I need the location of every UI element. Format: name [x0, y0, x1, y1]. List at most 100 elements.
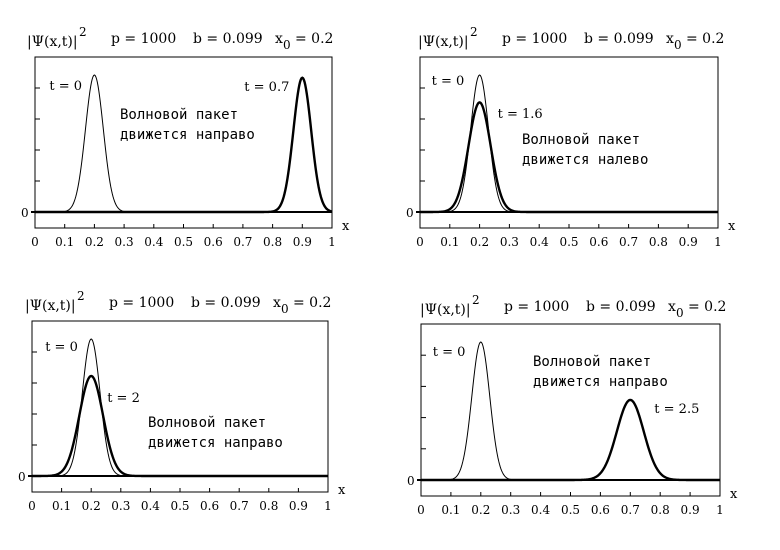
x-tick-label: 0.3	[115, 235, 134, 249]
x-tick-label: 0.6	[200, 499, 219, 513]
series-label-2: t = 0.7	[244, 80, 289, 95]
x-tick-label: 0.3	[111, 499, 130, 513]
series-line-1	[32, 338, 328, 477]
psi-exponent: 2	[77, 289, 85, 303]
y-tick-label-zero: 0	[18, 470, 26, 484]
param-x0-subscript: 0	[281, 302, 289, 316]
x-tick-label: 0.4	[530, 235, 549, 249]
param-x0-subscript: 0	[283, 38, 291, 52]
x-tick-label: 0.5	[561, 503, 580, 517]
psi-label: |Ψ(x,t)|	[420, 302, 471, 318]
x-tick-label: 0.8	[651, 503, 670, 517]
chart-panel-1: |Ψ(x,t)|2 p = 1000 b = 0.099 x 0 = 0.2 0 0 0.1 0.…	[21, 25, 350, 249]
x-tick-label: 0.2	[470, 235, 489, 249]
chart-panel-2: |Ψ(x,t)|2 p = 1000 b = 0.099 x 0 = 0.200 0.1 0.…	[406, 25, 736, 249]
y-tick-label-zero: 0	[21, 206, 29, 220]
param-p: p = 1000	[109, 295, 174, 311]
x-tick-label: 0.5	[170, 499, 189, 513]
x-tick-label: 0	[28, 499, 36, 513]
series-line-2	[32, 374, 328, 478]
series-label-1: t = 0	[45, 340, 78, 355]
param-b: b = 0.099	[191, 295, 261, 311]
x-tick-label: 1	[714, 235, 722, 249]
x-tick-label: 0.3	[501, 503, 520, 517]
x-tick-label: 0.3	[500, 235, 519, 249]
y-tick-label-zero: 0	[406, 206, 414, 220]
psi-exponent: 2	[79, 25, 87, 39]
x-tick-label: 0.9	[679, 235, 698, 249]
x-tick-label: 0.8	[263, 235, 282, 249]
x-tick-label: 1	[328, 235, 336, 249]
x-tick-label: 0.1	[441, 503, 460, 517]
param-b: b = 0.099	[586, 299, 656, 315]
x-tick-label: 0.4	[531, 503, 550, 517]
annotation-line-1: Волновой пакет	[522, 132, 640, 148]
series-line-2	[420, 101, 718, 214]
param-p: p = 1000	[111, 31, 176, 47]
annotation-line-1: Волновой пакет	[148, 415, 266, 431]
y-axis-ticks	[420, 87, 425, 182]
annotation-line-2: движется направо	[533, 374, 668, 390]
x-axis: 0 0.1 0.2 0.3 0.4 0.5 0.6 0.7 0.8 0.9 1	[28, 488, 332, 513]
series-label-1: t = 0	[433, 345, 466, 360]
x-tick-label: 0.2	[85, 235, 104, 249]
param-x0: x	[668, 299, 676, 315]
annotation-line-1: Волновой пакет	[533, 354, 651, 370]
x-tick-label: 0.5	[559, 235, 578, 249]
psi-label: |Ψ(x,t)|	[27, 34, 78, 50]
x-tick-label: 0.1	[52, 499, 71, 513]
series-label-1: t = 0	[432, 74, 465, 89]
x-tick-label: 0.1	[440, 235, 459, 249]
series-line-1	[35, 74, 332, 213]
x-axis: 0 0.1 0.2 0.3 0.4 0.5 0.6 0.7 0.8 0.9 1	[417, 492, 724, 517]
series-label-2: t = 2.5	[654, 402, 699, 417]
param-x0-subscript: 0	[674, 38, 682, 52]
param-p: p = 1000	[502, 31, 567, 47]
panel-header: |Ψ(x,t)|2 p = 1000 b = 0.099 x 0 = 0.2	[25, 289, 331, 316]
annotation-line-2: движется налево	[522, 152, 648, 168]
param-x0-value: = 0.2	[686, 31, 724, 47]
chart-panel-4: |Ψ(x,t)|2 p = 1000 b = 0.099 x 0 = 0.200 0.1 0.…	[407, 293, 738, 517]
param-x0-value: = 0.2	[295, 31, 333, 47]
x-tick-label: 0.7	[621, 503, 640, 517]
param-p: p = 1000	[504, 299, 569, 315]
chart-panel-3: |Ψ(x,t)|2 p = 1000 b = 0.099 x 0 = 0.200 0.1 0.…	[18, 289, 346, 513]
psi-label: |Ψ(x,t)|	[25, 298, 76, 314]
x-tick-label: 0.9	[681, 503, 700, 517]
x-tick-label: 0.2	[471, 503, 490, 517]
y-tick-label-zero: 0	[407, 474, 415, 488]
x-axis-label: x	[338, 483, 346, 498]
x-axis-label: x	[728, 219, 736, 234]
x-tick-label: 1	[716, 503, 724, 517]
param-b: b = 0.099	[584, 31, 654, 47]
x-axis: 0 0.1 0.2 0.3 0.4 0.5 0.6 0.7 0.8 0.9 1	[416, 224, 722, 249]
panel-header: |Ψ(x,t)|2 p = 1000 b = 0.099 x 0 = 0.2	[418, 25, 724, 52]
series-line-2	[421, 398, 720, 482]
x-tick-label: 0.7	[233, 235, 252, 249]
x-tick-label: 0.2	[82, 499, 101, 513]
y-axis-ticks	[35, 87, 40, 182]
panel-header: |Ψ(x,t)|2 p = 1000 b = 0.099 x 0 = 0.2	[420, 293, 726, 320]
y-axis-ticks	[32, 351, 37, 446]
x-tick-label: 0.4	[144, 235, 163, 249]
annotation-line-2: движется направо	[148, 435, 283, 451]
x-tick-label: 0.1	[55, 235, 74, 249]
series-label-1: t = 0	[49, 79, 82, 94]
panel-header: |Ψ(x,t)|2 p = 1000 b = 0.099 x 0 = 0.2	[27, 25, 333, 52]
y-axis-ticks	[421, 354, 426, 450]
x-axis-label: x	[342, 219, 350, 234]
param-x0-subscript: 0	[676, 306, 684, 320]
param-b: b = 0.099	[193, 31, 263, 47]
annotation-line-1: Волновой пакет	[120, 107, 238, 123]
param-x0-value: = 0.2	[293, 295, 331, 311]
x-tick-label: 0	[31, 235, 39, 249]
psi-exponent: 2	[470, 25, 478, 39]
x-tick-label: 0.6	[204, 235, 223, 249]
param-x0: x	[666, 31, 674, 47]
series-line-2	[35, 76, 333, 214]
x-axis: 0 0.1 0.2 0.3 0.4 0.5 0.6 0.7 0.8 0.9 1	[31, 224, 336, 249]
param-x0: x	[273, 295, 281, 311]
x-tick-label: 0	[416, 235, 424, 249]
x-tick-label: 0.7	[230, 499, 249, 513]
